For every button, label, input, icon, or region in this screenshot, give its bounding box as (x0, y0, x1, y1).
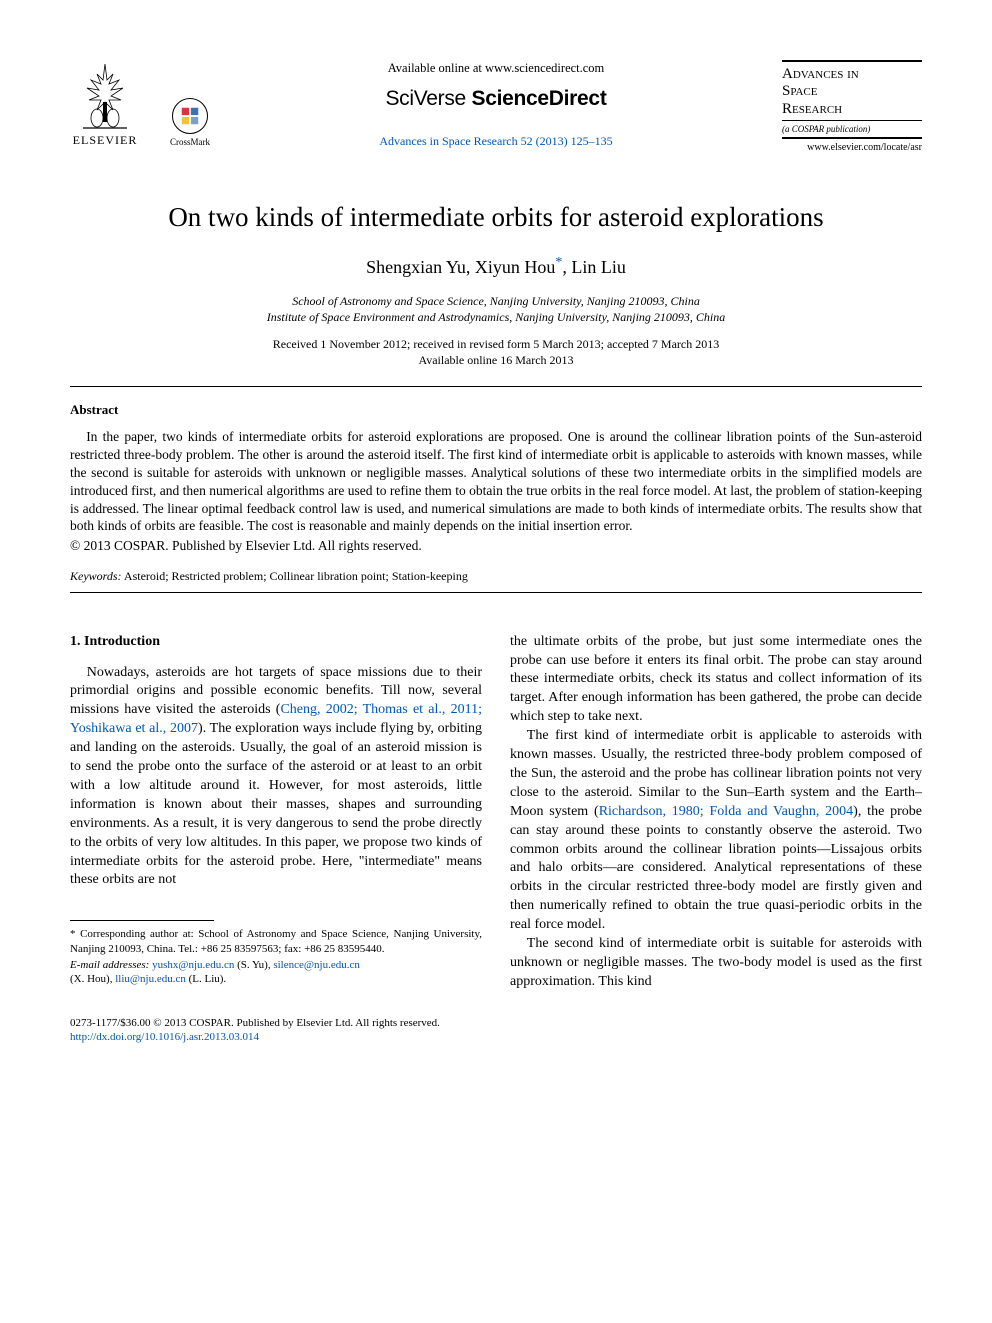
journal-title-line1: Advances in (782, 66, 922, 83)
dates-line2: Available online 16 March 2013 (70, 352, 922, 368)
publisher-header: ELSEVIER CrossMark Available online at w… (70, 60, 922, 154)
journal-reference[interactable]: Advances in Space Research 52 (2013) 125… (220, 133, 772, 149)
elsevier-label: ELSEVIER (70, 132, 140, 148)
footnote-separator (70, 920, 214, 921)
footer-doi[interactable]: http://dx.doi.org/10.1016/j.asr.2013.03.… (70, 1030, 922, 1044)
crossmark-label: CrossMark (170, 136, 210, 148)
authors-line: Shengxian Yu, Xiyun Hou*, Lin Liu (70, 254, 922, 279)
article-title: On two kinds of intermediate orbits for … (70, 199, 922, 235)
authors-part2: , Lin Liu (562, 257, 626, 277)
article-dates: Received 1 November 2012; received in re… (70, 336, 922, 368)
available-online-text: Available online at www.sciencedirect.co… (220, 60, 772, 77)
section-1-heading: 1. Introduction (70, 633, 482, 652)
page-footer: 0273-1177/$36.00 © 2013 COSPAR. Publishe… (70, 1016, 922, 1045)
body-columns: 1. Introduction Nowadays, asteroids are … (70, 633, 922, 992)
elsevier-tree-icon (77, 60, 133, 130)
footnotes: * Corresponding author at: School of Ast… (70, 927, 482, 986)
journal-title-line3: Research (782, 101, 922, 118)
footnote-emails: E-mail addresses: yushx@nju.edu.cn (S. Y… (70, 958, 482, 987)
column-right: the ultimate orbits of the probe, but ju… (510, 633, 922, 992)
journal-subtitle: (a COSPAR publication) (782, 121, 922, 139)
affiliations: School of Astronomy and Space Science, N… (70, 293, 922, 325)
abstract-text: In the paper, two kinds of intermediate … (70, 428, 922, 535)
citation-2[interactable]: Richardson, 1980; Folda and Vaughn, 2004 (599, 804, 853, 819)
intro-paragraph-1: Nowadays, asteroids are hot targets of s… (70, 664, 482, 891)
email-1[interactable]: yushx@nju.edu.cn (152, 959, 234, 971)
rule-bottom (70, 592, 922, 593)
intro-paragraph-3: The second kind of intermediate orbit is… (510, 935, 922, 992)
footnote-corresponding: * Corresponding author at: School of Ast… (70, 927, 482, 956)
sciencedirect-text: ScienceDirect (472, 87, 607, 110)
dates-line1: Received 1 November 2012; received in re… (70, 336, 922, 352)
header-center: Available online at www.sciencedirect.co… (210, 60, 782, 149)
header-left: ELSEVIER CrossMark (70, 60, 210, 148)
intro-paragraph-2: The first kind of intermediate orbit is … (510, 727, 922, 935)
journal-url[interactable]: www.elsevier.com/locate/asr (782, 141, 922, 155)
crossmark-badge[interactable]: CrossMark (170, 98, 210, 148)
intro-paragraph-1-cont: the ultimate orbits of the probe, but ju… (510, 633, 922, 727)
keywords-text: Asteroid; Restricted problem; Collinear … (122, 569, 468, 583)
elsevier-logo: ELSEVIER (70, 60, 140, 148)
abstract-copyright: © 2013 COSPAR. Published by Elsevier Ltd… (70, 537, 922, 555)
column-left: 1. Introduction Nowadays, asteroids are … (70, 633, 482, 992)
email-2[interactable]: silence@nju.edu.cn (273, 959, 360, 971)
rule-top (70, 386, 922, 387)
crossmark-icon (172, 98, 208, 134)
journal-title-line2: Space (782, 83, 922, 100)
email-3[interactable]: lliu@nju.edu.cn (115, 973, 186, 985)
authors-part1: Shengxian Yu, Xiyun Hou (366, 257, 555, 277)
journal-title-box: Advances in Space Research (782, 60, 922, 121)
affiliation-2: Institute of Space Environment and Astro… (70, 309, 922, 325)
header-right: Advances in Space Research (a COSPAR pub… (782, 60, 922, 154)
abstract-heading: Abstract (70, 401, 922, 419)
sciencedirect-logo: SciVerse ScienceDirect (220, 85, 772, 113)
affiliation-1: School of Astronomy and Space Science, N… (70, 293, 922, 309)
email-label: E-mail addresses: (70, 959, 149, 971)
keywords-line: Keywords: Asteroid; Restricted problem; … (70, 568, 922, 584)
sciverse-text: SciVerse (385, 87, 465, 110)
keywords-label: Keywords: (70, 569, 122, 583)
footer-issn: 0273-1177/$36.00 © 2013 COSPAR. Publishe… (70, 1016, 922, 1030)
